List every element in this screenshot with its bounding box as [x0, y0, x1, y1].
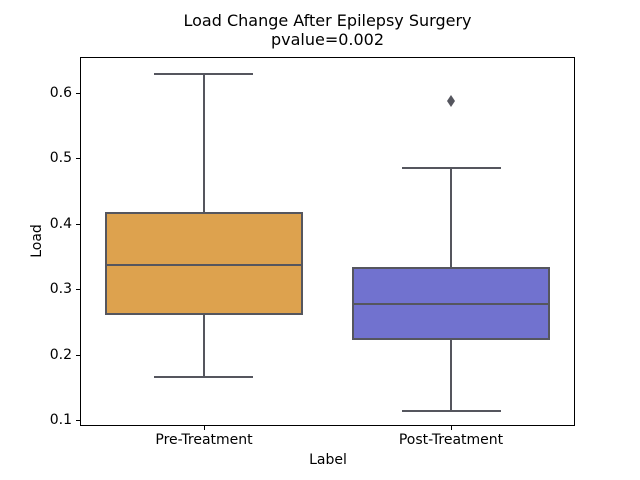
- whisker-cap-lower-pre-treatment: [154, 376, 253, 378]
- chart-title-block: Load Change After Epilepsy Surgery pvalu…: [80, 11, 575, 49]
- y-tick-label: 0.2: [49, 347, 72, 363]
- y-tick-label: 0.1: [49, 412, 72, 428]
- y-tick-mark: [76, 158, 80, 159]
- whisker-cap-upper-post-treatment: [402, 167, 501, 169]
- y-tick-mark: [76, 289, 80, 290]
- x-tick-label-pre-treatment: Pre-Treatment: [155, 432, 253, 448]
- box-pre-treatment: [105, 212, 303, 315]
- whisker-lower-pre-treatment: [203, 315, 205, 377]
- median-line-post-treatment: [354, 303, 548, 305]
- axes-border: [80, 57, 575, 426]
- y-tick-label: 0.5: [49, 150, 72, 166]
- x-axis-label: Label: [309, 452, 347, 468]
- y-tick-mark: [76, 420, 80, 421]
- y-axis-label: Load: [29, 224, 45, 258]
- y-tick-mark: [76, 93, 80, 94]
- x-tick-mark: [204, 426, 205, 430]
- outlier-diamond-post-treatment: [447, 95, 455, 107]
- y-tick-mark: [76, 355, 80, 356]
- whisker-cap-upper-pre-treatment: [154, 73, 253, 75]
- whisker-cap-lower-post-treatment: [402, 410, 501, 412]
- chart-subtitle: pvalue=0.002: [270, 30, 385, 49]
- y-tick-mark: [76, 224, 80, 225]
- y-tick-label: 0.3: [49, 281, 72, 297]
- y-tick-label: 0.4: [49, 216, 72, 232]
- whisker-lower-post-treatment: [450, 340, 452, 411]
- chart-title: Load Change After Epilepsy Surgery: [183, 11, 472, 30]
- median-line-pre-treatment: [107, 264, 301, 266]
- whisker-upper-pre-treatment: [203, 74, 205, 212]
- x-tick-label-post-treatment: Post-Treatment: [398, 432, 504, 448]
- x-tick-mark: [451, 426, 452, 430]
- whisker-upper-post-treatment: [450, 168, 452, 267]
- y-tick-label: 0.6: [49, 85, 72, 101]
